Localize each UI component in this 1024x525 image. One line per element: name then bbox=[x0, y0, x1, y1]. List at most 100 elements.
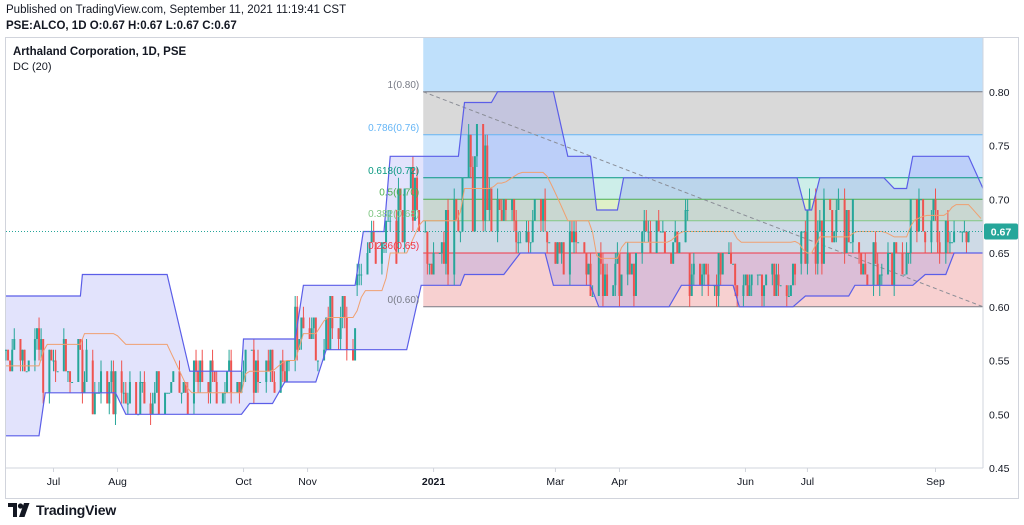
candle-body bbox=[42, 339, 45, 393]
candle-body bbox=[403, 188, 406, 243]
candle-body bbox=[356, 274, 359, 286]
candle-body bbox=[294, 306, 297, 361]
candle-body bbox=[525, 231, 528, 243]
candle-body bbox=[471, 167, 474, 232]
candle-body bbox=[864, 263, 867, 275]
candle-body bbox=[100, 371, 103, 393]
price-tick-label: 0.50 bbox=[989, 409, 1010, 421]
candle-body bbox=[670, 253, 673, 264]
candle-body bbox=[787, 296, 790, 297]
candle-body bbox=[35, 328, 38, 339]
candle-body bbox=[533, 199, 536, 221]
candle-body bbox=[886, 253, 889, 275]
candle-body bbox=[226, 371, 229, 393]
candle-body bbox=[170, 382, 173, 393]
candle-body bbox=[424, 231, 427, 233]
candle-body bbox=[612, 285, 615, 296]
candle-body bbox=[168, 392, 171, 394]
candle-body bbox=[727, 253, 730, 254]
candle-body bbox=[236, 382, 239, 393]
time-tick-label: Jul bbox=[47, 476, 60, 488]
candle-body bbox=[822, 199, 825, 264]
candle-body bbox=[560, 242, 563, 253]
candle-body bbox=[626, 253, 629, 275]
candle-body bbox=[721, 253, 724, 275]
candle-body bbox=[504, 199, 507, 210]
candle-body bbox=[83, 382, 86, 393]
candle-body bbox=[122, 392, 125, 394]
candle-body bbox=[837, 199, 840, 210]
candle-body bbox=[85, 349, 88, 382]
fib-level-label: 1(0.80) bbox=[388, 80, 420, 91]
fib-zone-above bbox=[423, 38, 983, 92]
candle-body bbox=[389, 220, 392, 222]
tradingview-wordmark: TradingView bbox=[36, 502, 117, 518]
candle-body bbox=[748, 285, 751, 296]
candle-body bbox=[744, 274, 747, 286]
candle-body bbox=[750, 274, 753, 286]
candle-body bbox=[715, 285, 718, 296]
candle-body bbox=[591, 296, 594, 297]
candle-body bbox=[967, 231, 970, 243]
candle-body bbox=[230, 360, 233, 393]
candle-body bbox=[802, 231, 805, 233]
candle-body bbox=[250, 349, 253, 351]
candle-body bbox=[91, 360, 94, 415]
tradingview-logo-icon bbox=[8, 503, 30, 517]
candle-body bbox=[872, 242, 875, 286]
candle-body bbox=[467, 134, 470, 178]
candle-body bbox=[50, 349, 53, 361]
candle-body bbox=[11, 349, 14, 372]
candle-body bbox=[575, 231, 578, 243]
candle-body bbox=[409, 167, 412, 189]
chart-frame[interactable] bbox=[5, 37, 1019, 499]
candle-body bbox=[643, 220, 646, 232]
candle-body bbox=[325, 317, 328, 350]
candle-body bbox=[818, 220, 821, 232]
candle-body bbox=[948, 242, 951, 244]
candle-body bbox=[965, 231, 968, 243]
candle-body bbox=[182, 382, 185, 393]
candle-body bbox=[791, 263, 794, 286]
indicator-label[interactable]: DC (20) bbox=[13, 61, 52, 73]
fib-level-label: 0.382(0.68) bbox=[368, 209, 419, 220]
candle-body bbox=[517, 242, 520, 244]
candle-body bbox=[789, 285, 792, 296]
candle-body bbox=[207, 382, 210, 393]
candle-body bbox=[273, 382, 276, 393]
candle-body bbox=[655, 220, 658, 253]
candle-body bbox=[814, 199, 817, 264]
price-tick-label: 0.70 bbox=[989, 194, 1010, 206]
candle-body bbox=[849, 242, 852, 244]
candle-body bbox=[779, 285, 782, 287]
candle-body bbox=[946, 220, 949, 243]
candle-body bbox=[475, 124, 478, 157]
candle-body bbox=[370, 231, 373, 243]
candle-body bbox=[438, 253, 441, 254]
candle-body bbox=[345, 317, 348, 350]
candle-body bbox=[283, 371, 286, 382]
candle-body bbox=[562, 242, 565, 275]
candle-body bbox=[758, 274, 761, 276]
candle-body bbox=[587, 263, 590, 275]
fib-zone bbox=[423, 199, 983, 221]
candle-body bbox=[860, 253, 863, 275]
candle-body bbox=[453, 199, 456, 275]
candle-body bbox=[930, 220, 933, 243]
candle-body bbox=[858, 242, 861, 253]
candle-body bbox=[331, 296, 334, 329]
candle-body bbox=[843, 199, 846, 253]
candle-body bbox=[634, 253, 637, 296]
candle-body bbox=[192, 360, 195, 404]
candle-body bbox=[606, 274, 609, 296]
candle-body bbox=[444, 210, 447, 264]
candle-body bbox=[604, 274, 607, 296]
candle-body bbox=[915, 199, 918, 232]
candle-body bbox=[126, 403, 129, 405]
time-tick-label: Jun bbox=[737, 476, 754, 488]
candle-body bbox=[343, 296, 346, 318]
candle-body bbox=[197, 371, 200, 382]
candle-body bbox=[519, 242, 522, 244]
candle-body bbox=[678, 242, 681, 253]
